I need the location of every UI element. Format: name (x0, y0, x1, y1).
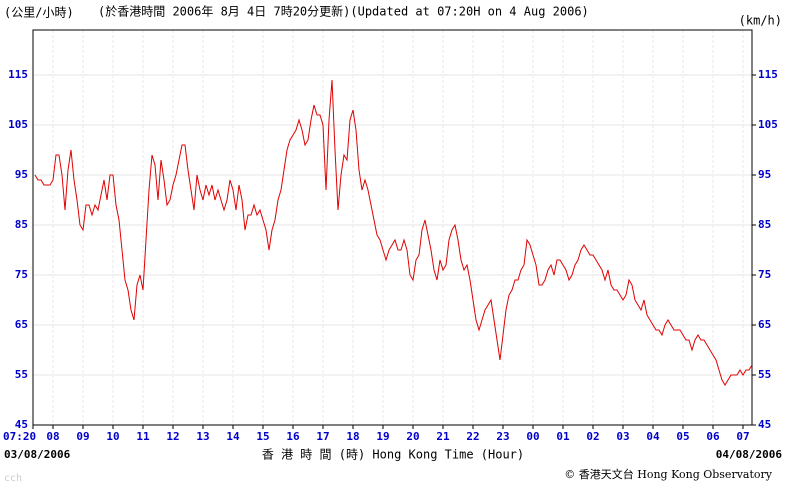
unit-right: (km/h) (739, 14, 782, 28)
end-date: 04/08/2006 (716, 448, 783, 461)
y-tick-label: 95 (15, 168, 28, 181)
y-tick-label: 85 (15, 218, 28, 231)
x-tick-label: 01 (556, 430, 570, 443)
credit: © 香港天文台 Hong Kong Observatory (564, 467, 773, 481)
footer: cch (4, 473, 22, 483)
y2-tick-label: 75 (758, 268, 771, 281)
x-tick-label: 07 (736, 430, 749, 443)
y2-tick-label: 95 (758, 168, 771, 181)
y-tick-label: 65 (15, 318, 28, 331)
x-tick-label: 22 (466, 430, 479, 443)
x-tick-label: 03 (616, 430, 629, 443)
start-date: 03/08/2006 (4, 448, 71, 461)
x-tick-label: 06 (706, 430, 720, 443)
y2-tick-label: 105 (758, 118, 778, 131)
x-tick-label: 23 (496, 430, 509, 443)
x-tick-label: 08 (46, 430, 59, 443)
y2-tick-label: 65 (758, 318, 771, 331)
x-tick-label: 09 (76, 430, 89, 443)
y2-tick-label: 55 (758, 368, 771, 381)
y2-tick-label: 115 (758, 68, 778, 81)
x-tick-label: 10 (106, 430, 119, 443)
x-tick-label: 04 (646, 430, 660, 443)
x-tick-label: 21 (436, 430, 450, 443)
y-tick-label: 115 (8, 68, 28, 81)
x-tick-label: 20 (406, 430, 419, 443)
x-tick-label: 00 (526, 430, 539, 443)
x-axis-title: 香 港 時 間 (時) Hong Kong Time (Hour) (262, 448, 524, 462)
x-tick-label: 18 (346, 430, 359, 443)
unit-left: (公里/小時) (4, 6, 74, 20)
y-tick-label: 45 (15, 418, 28, 431)
y-tick-label: 55 (15, 368, 28, 381)
y-tick-label: 105 (8, 118, 28, 131)
x-tick-label: 07:20 (3, 430, 36, 443)
x-tick-label: 12 (166, 430, 179, 443)
plot-frame (32, 29, 753, 426)
x-tick-label: 16 (286, 430, 300, 443)
x-tick-label: 02 (586, 430, 599, 443)
x-tick-label: 19 (376, 430, 389, 443)
x-tick-label: 13 (196, 430, 209, 443)
x-tick-label: 15 (256, 430, 269, 443)
y2-tick-label: 85 (758, 218, 771, 231)
chart-title: (於香港時間 2006年 8月 4日 7時20分更新)(Updated at 0… (98, 4, 589, 19)
y-tick-label: 75 (15, 268, 28, 281)
wind-speed-line (34, 79, 753, 386)
y2-tick-label: 45 (758, 418, 771, 431)
x-tick-label: 17 (316, 430, 329, 443)
x-tick-label: 11 (136, 430, 150, 443)
x-tick-label: 05 (676, 430, 689, 443)
x-tick-label: 14 (226, 430, 240, 443)
